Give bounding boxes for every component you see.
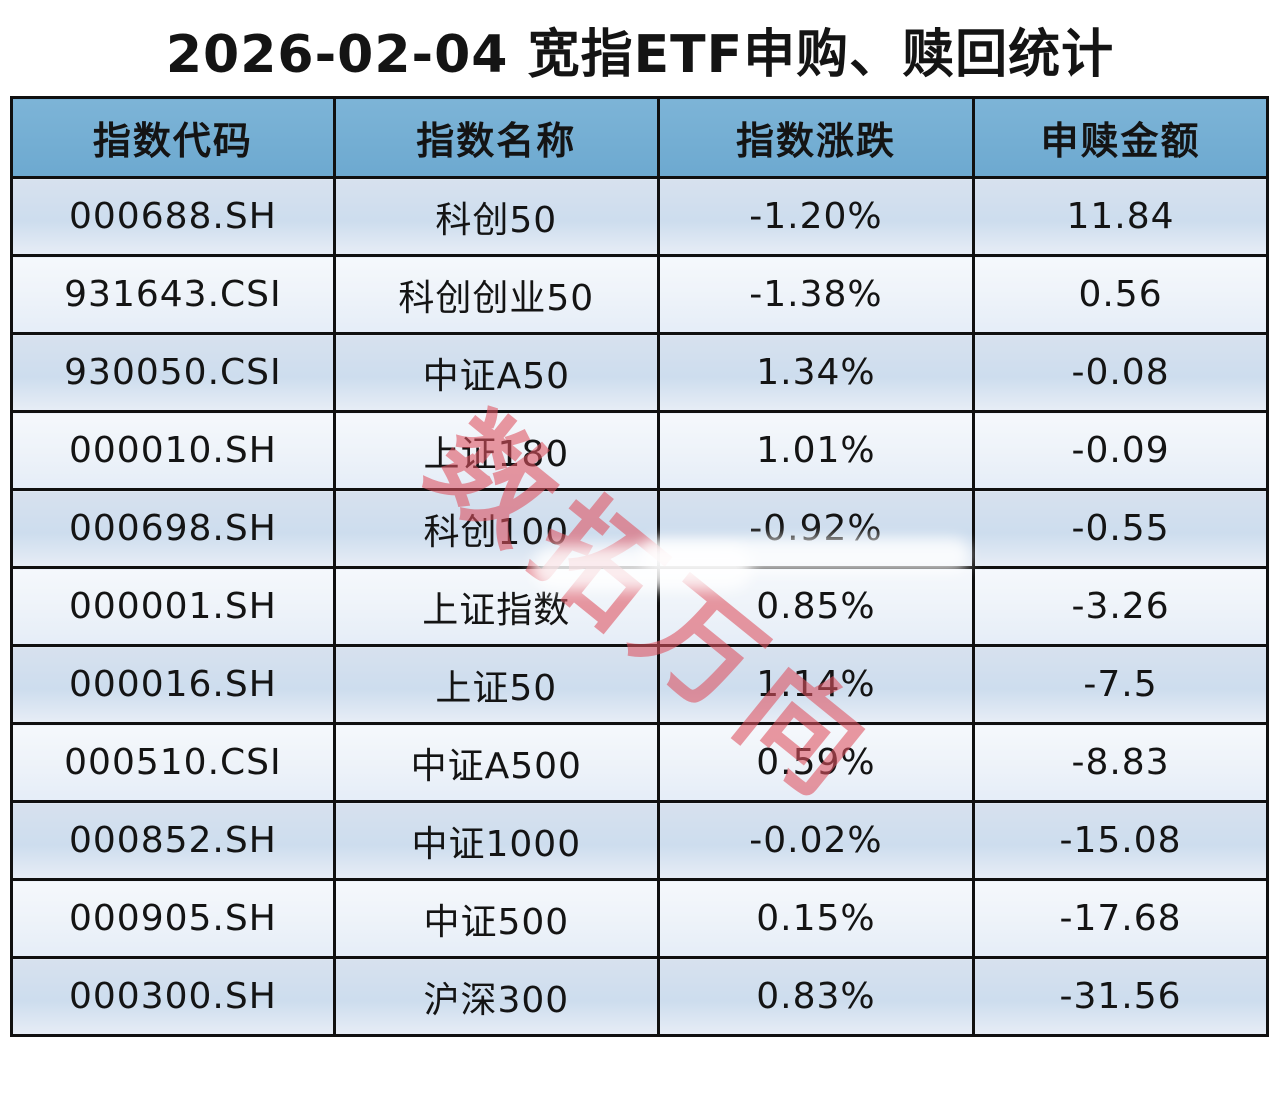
table-row: 000016.SH 上证50 1.14% -7.5 [10, 644, 1269, 725]
column-header-index-change: 指数涨跌 [656, 96, 976, 179]
cell-index-code: 000510.CSI [10, 722, 336, 803]
cell-net-amount: -0.08 [972, 332, 1269, 413]
table-row: 000510.CSI 中证A500 0.59% -8.83 [10, 722, 1269, 803]
cell-index-code: 000852.SH [10, 800, 336, 881]
table-row: 000852.SH 中证1000 -0.02% -15.08 [10, 800, 1269, 881]
cell-net-amount: -0.55 [972, 488, 1269, 569]
table-row: 000300.SH 沪深300 0.83% -31.56 [10, 956, 1269, 1037]
cell-net-amount: -0.09 [972, 410, 1269, 491]
table-row: 000010.SH 上证180 1.01% -0.09 [10, 410, 1269, 491]
cell-index-name: 中证A500 [332, 722, 660, 803]
cell-index-change: -0.02% [656, 800, 976, 881]
table-row: 930050.CSI 中证A50 1.34% -0.08 [10, 332, 1269, 413]
cell-index-name: 科创50 [332, 176, 660, 257]
table-row: 000698.SH 科创100 -0.92% -0.55 [10, 488, 1269, 569]
page-title: 2026-02-04 宽指ETF申购、赎回统计 [165, 25, 1115, 85]
cell-index-change: 0.85% [656, 566, 976, 647]
cell-index-name: 上证180 [332, 410, 660, 491]
cell-index-name: 中证500 [332, 878, 660, 959]
table-row: 000688.SH 科创50 -1.20% 11.84 [10, 176, 1269, 257]
cell-index-change: 1.14% [656, 644, 976, 725]
cell-index-code: 000688.SH [10, 176, 336, 257]
cell-index-name: 中证1000 [332, 800, 660, 881]
etf-table-container: 指数代码 指数名称 指数涨跌 申赎金额 000688.SH 科创50 -1.20% 1… [10, 96, 1269, 1037]
column-header-index-code: 指数代码 [10, 96, 336, 179]
cell-index-name: 上证50 [332, 644, 660, 725]
cell-index-change: 0.83% [656, 956, 976, 1037]
cell-index-change: -1.20% [656, 176, 976, 257]
cell-net-amount: -15.08 [972, 800, 1269, 881]
cell-index-name: 上证指数 [332, 566, 660, 647]
cell-index-change: 0.59% [656, 722, 976, 803]
cell-index-name: 中证A50 [332, 332, 660, 413]
cell-index-code: 000016.SH [10, 644, 336, 725]
table-header: 指数代码 指数名称 指数涨跌 申赎金额 [10, 96, 1269, 179]
header-row: 指数代码 指数名称 指数涨跌 申赎金额 [10, 96, 1269, 179]
column-header-net-amount: 申赎金额 [972, 96, 1269, 179]
cell-index-name: 科创创业50 [332, 254, 660, 335]
cell-index-code: 000010.SH [10, 410, 336, 491]
cell-index-code: 000001.SH [10, 566, 336, 647]
cell-index-change: 1.34% [656, 332, 976, 413]
cell-net-amount: -17.68 [972, 878, 1269, 959]
cell-net-amount: -7.5 [972, 644, 1269, 725]
cell-index-code: 000300.SH [10, 956, 336, 1037]
etf-table: 指数代码 指数名称 指数涨跌 申赎金额 000688.SH 科创50 -1.20% 1… [10, 96, 1269, 1037]
cell-index-change: -1.38% [656, 254, 976, 335]
cell-net-amount: 0.56 [972, 254, 1269, 335]
table-row: 000001.SH 上证指数 0.85% -3.26 [10, 566, 1269, 647]
cell-index-change: -0.92% [656, 488, 976, 569]
cell-net-amount: -8.83 [972, 722, 1269, 803]
table-body: 000688.SH 科创50 -1.20% 11.84 931643.CSI 科创创业50… [10, 176, 1269, 1037]
cell-index-code: 000698.SH [10, 488, 336, 569]
cell-index-code: 930050.CSI [10, 332, 336, 413]
table-row: 931643.CSI 科创创业50 -1.38% 0.56 [10, 254, 1269, 335]
cell-net-amount: 11.84 [972, 176, 1269, 257]
cell-index-code: 931643.CSI [10, 254, 336, 335]
cell-index-name: 科创100 [332, 488, 660, 569]
table-row: 000905.SH 中证500 0.15% -17.68 [10, 878, 1269, 959]
cell-index-code: 000905.SH [10, 878, 336, 959]
cell-index-change: 1.01% [656, 410, 976, 491]
cell-net-amount: -3.26 [972, 566, 1269, 647]
column-header-index-name: 指数名称 [332, 96, 660, 179]
cell-index-change: 0.15% [656, 878, 976, 959]
cell-net-amount: -31.56 [972, 956, 1269, 1037]
cell-index-name: 沪深300 [332, 956, 660, 1037]
